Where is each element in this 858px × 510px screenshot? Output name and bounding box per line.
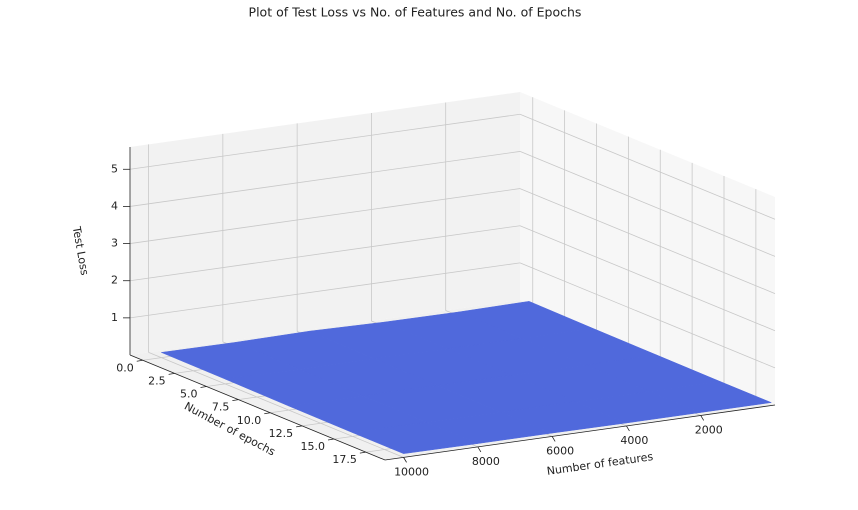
- grid-line: [129, 188, 521, 244]
- grid-line: [519, 151, 776, 257]
- tick-mark: [296, 425, 303, 428]
- back-right-pane: [520, 92, 775, 405]
- grid-line: [519, 188, 776, 294]
- y-tick-label: 5.0: [180, 388, 198, 401]
- tick-mark: [200, 386, 207, 388]
- grid-line: [129, 262, 521, 319]
- chart-title: Plot of Test Loss vs No. of Features and…: [249, 5, 582, 20]
- y-tick-label: 12.5: [269, 427, 294, 440]
- y-tick-label: 17.5: [332, 453, 357, 466]
- axis-line: [129, 354, 386, 461]
- grid-line: [129, 113, 521, 170]
- tick-mark: [403, 457, 407, 463]
- grid-line: [148, 352, 404, 458]
- tick-mark: [551, 436, 556, 442]
- tick-mark: [232, 399, 239, 402]
- tick-mark: [168, 372, 175, 375]
- z-tick-label: 5: [111, 162, 118, 175]
- y-tick-label: 7.5: [212, 401, 230, 414]
- grid-line: [129, 225, 521, 282]
- axis-line: [384, 404, 776, 461]
- y-tick-label: 0.0: [116, 361, 134, 374]
- x-tick-label: 10000: [394, 465, 429, 478]
- x-tick-label: 2000: [695, 423, 723, 436]
- tick-mark: [327, 438, 335, 441]
- surface-cell: [351, 421, 479, 454]
- grid-line: [519, 262, 776, 369]
- x-tick-label: 6000: [546, 444, 574, 457]
- back-left-pane: [130, 92, 520, 355]
- tick-mark: [264, 412, 271, 415]
- x-tick-label: 8000: [472, 455, 500, 468]
- y-tick-label: 10.0: [237, 414, 262, 427]
- tick-mark: [477, 446, 482, 453]
- y-tick-label: 15.0: [301, 440, 326, 453]
- tick-mark: [359, 451, 366, 454]
- z-tick-label: 2: [111, 274, 118, 287]
- z-tick-label: 4: [111, 199, 118, 212]
- y-tick-label: 2.5: [148, 374, 166, 387]
- x-tick-label: 4000: [620, 434, 648, 447]
- tick-mark: [700, 415, 705, 421]
- z-tick-label: 1: [111, 311, 118, 324]
- grid-line: [519, 225, 776, 332]
- z-axis-label: Test Loss: [70, 225, 92, 277]
- grid-line: [129, 151, 521, 207]
- grid-line: [519, 113, 776, 220]
- z-tick-label: 3: [111, 237, 118, 250]
- tick-mark: [136, 359, 143, 362]
- tick-mark: [626, 425, 630, 432]
